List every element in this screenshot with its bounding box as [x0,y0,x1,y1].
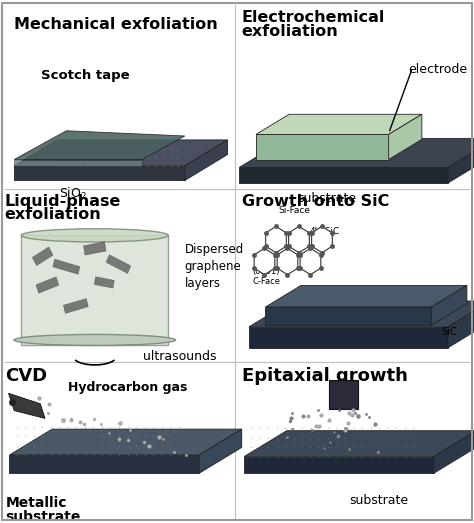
Text: Electrochemical: Electrochemical [242,10,385,26]
Polygon shape [14,160,142,166]
Bar [36,277,59,293]
Text: SiC: SiC [442,326,457,337]
Polygon shape [265,226,286,253]
Text: ultrasounds: ultrasounds [143,350,217,363]
Polygon shape [431,286,467,325]
Text: Dispersed
graphene
layers: Dispersed graphene layers [185,243,244,290]
Text: 4H-SiC: 4H-SiC [310,226,340,236]
Polygon shape [289,226,310,253]
Polygon shape [244,457,434,473]
Polygon shape [249,327,448,348]
Polygon shape [265,286,467,307]
Text: Epitaxial growth: Epitaxial growth [242,367,408,385]
Bar [64,299,88,313]
Text: substrate: substrate [298,192,356,205]
Polygon shape [14,140,228,166]
Bar [53,259,80,274]
Polygon shape [448,301,474,348]
Ellipse shape [14,335,175,346]
Polygon shape [14,131,185,160]
Text: CVD: CVD [5,367,47,385]
Bar [83,242,106,255]
Polygon shape [9,393,45,418]
Polygon shape [277,248,298,275]
FancyBboxPatch shape [329,380,358,409]
Bar [32,247,53,266]
Text: SiO$_2$: SiO$_2$ [59,186,88,202]
Polygon shape [185,140,228,180]
Text: Mechanical exfoliation: Mechanical exfoliation [14,17,218,32]
Polygon shape [265,307,431,325]
Polygon shape [311,226,332,253]
Text: substrate: substrate [350,494,409,507]
Polygon shape [448,139,474,183]
Polygon shape [249,301,474,327]
Polygon shape [256,134,389,160]
Polygon shape [9,429,242,455]
Bar [106,255,131,274]
Polygon shape [9,455,199,473]
Polygon shape [256,115,422,134]
Text: Liquid-phase: Liquid-phase [5,194,121,209]
Text: exfoliation: exfoliation [242,24,338,39]
Text: Scotch tape: Scotch tape [41,70,129,82]
FancyBboxPatch shape [21,235,168,345]
Polygon shape [389,115,422,160]
Polygon shape [239,139,474,167]
Text: (000̅1)
C-Face: (000̅1) C-Face [252,267,281,286]
Polygon shape [244,431,474,457]
Polygon shape [239,167,448,183]
Ellipse shape [21,229,168,242]
Polygon shape [14,166,185,180]
Text: exfoliation: exfoliation [5,207,101,222]
Polygon shape [434,431,474,473]
Polygon shape [199,429,242,473]
Text: substrate: substrate [6,510,81,523]
Polygon shape [254,248,275,275]
Text: Hydrocarbon gas: Hydrocarbon gas [68,381,188,393]
Bar [94,277,114,288]
Text: electrode: electrode [408,63,467,75]
Polygon shape [300,248,321,275]
Text: Metallic: Metallic [6,496,67,510]
Text: Growth onto SiC: Growth onto SiC [242,194,389,209]
Text: Si-Face: Si-Face [278,206,310,215]
